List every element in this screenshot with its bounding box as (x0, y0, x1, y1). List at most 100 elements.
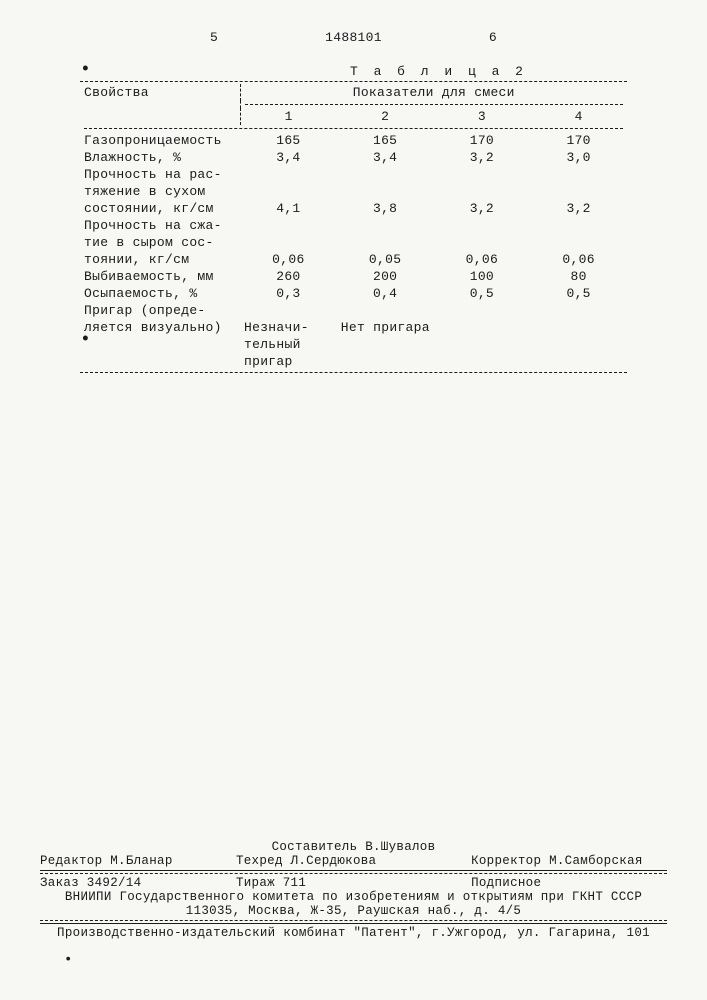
rule (40, 920, 667, 921)
val-cell: 80 (530, 268, 627, 285)
table-row: тельный (80, 336, 627, 353)
val-cell (530, 302, 627, 319)
prod-line: Производственно-издательский комбинат "П… (40, 926, 667, 940)
table-row: тяжение в сухом (80, 183, 627, 200)
val-cell: 0,05 (337, 251, 434, 268)
tech: Техред Л.Сердюкова (236, 854, 471, 868)
val-cell (337, 166, 434, 183)
table-row: Пригар (опреде- (80, 302, 627, 319)
val-cell: Нет пригара (337, 319, 627, 336)
val-cell: 3,2 (434, 149, 531, 166)
val-cell (240, 234, 337, 251)
val-cell: 3,0 (530, 149, 627, 166)
table-header-row: Свойства Показатели для смеси (80, 84, 627, 101)
val-cell: 200 (337, 268, 434, 285)
prop-cell: Прочность на рас- (80, 166, 240, 183)
org-line: ВНИИПИ Государственного комитета по изоб… (40, 890, 667, 904)
composer: Составитель В.Шувалов (40, 840, 667, 854)
col-3: 3 (434, 108, 531, 125)
val-cell (530, 183, 627, 200)
table-row: ляется визуально) Незначи- Нет пригара (80, 319, 627, 336)
table-row: Влажность, %3,43,43,23,0 (80, 149, 627, 166)
col-4: 4 (530, 108, 627, 125)
prop-cell: Газопроницаемость (80, 132, 240, 149)
val-cell (434, 302, 531, 319)
val-cell (434, 183, 531, 200)
imprint-block: Составитель В.Шувалов Редактор М.Бланар … (40, 840, 667, 940)
val-cell: 3,4 (240, 149, 337, 166)
table-row: тоянии, кг/см0,060,050,060,06 (80, 251, 627, 268)
val-cell (434, 234, 531, 251)
val-cell: 0,06 (434, 251, 531, 268)
val-cell: 165 (337, 132, 434, 149)
val-cell: 0,5 (530, 285, 627, 302)
val-cell: 260 (240, 268, 337, 285)
val-cell (240, 217, 337, 234)
corrector: Корректор М.Самборская (471, 854, 667, 868)
col-2: 2 (337, 108, 434, 125)
table-row: Прочность на рас- (80, 166, 627, 183)
table-caption: Т а б л и ц а 2 (60, 64, 527, 79)
order: Заказ 3492/14 (40, 876, 236, 890)
table-row: Газопроницаемость165165170170 (80, 132, 627, 149)
dot-mark: • (64, 952, 73, 968)
prop-cell: ляется визуально) (80, 319, 240, 336)
table-rule (80, 125, 627, 132)
prop-cell: состоянии, кг/см (80, 200, 240, 217)
rule (40, 873, 667, 874)
val-cell: Незначи- (240, 319, 337, 336)
val-cell: 3,8 (337, 200, 434, 217)
val-cell (240, 302, 337, 319)
col-1: 1 (240, 108, 337, 125)
val-cell (530, 217, 627, 234)
prop-cell: тоянии, кг/см (80, 251, 240, 268)
col-num-right: 6 (489, 30, 497, 45)
page-root: • • 5 1488101 6 Т а б л и ц а 2 Свойства… (0, 0, 707, 1000)
podpis: Подписное (471, 876, 667, 890)
prop-cell: Влажность, % (80, 149, 240, 166)
val-cell (337, 234, 434, 251)
val-cell: пригар (240, 353, 337, 370)
val-cell: 3,2 (434, 200, 531, 217)
dot-mark: • (80, 330, 91, 350)
table-row: Осыпаемость, %0,30,40,50,5 (80, 285, 627, 302)
prop-cell: тие в сыром сос- (80, 234, 240, 251)
data-table: Свойства Показатели для смеси 1 2 3 4 Га… (80, 84, 627, 370)
val-cell: 170 (530, 132, 627, 149)
val-cell (530, 234, 627, 251)
val-cell: 3,2 (530, 200, 627, 217)
doc-number: 1488101 (60, 30, 647, 45)
val-cell (337, 302, 434, 319)
rule (80, 81, 627, 82)
val-cell: тельный (240, 336, 337, 353)
table-row: Выбиваемость, мм26020010080 (80, 268, 627, 285)
tirazh: Тираж 711 (236, 876, 471, 890)
val-cell (240, 183, 337, 200)
val-cell: 0,5 (434, 285, 531, 302)
val-cell (337, 183, 434, 200)
editor: Редактор М.Бланар (40, 854, 236, 868)
rule (80, 372, 627, 373)
val-cell: 4,1 (240, 200, 337, 217)
val-cell: 170 (434, 132, 531, 149)
rule (40, 870, 667, 871)
table-row: Прочность на сжа- (80, 217, 627, 234)
val-cell (240, 166, 337, 183)
prop-cell: Осыпаемость, % (80, 285, 240, 302)
val-cell (337, 217, 434, 234)
val-cell (434, 217, 531, 234)
prop-cell: Прочность на сжа- (80, 217, 240, 234)
prop-cell: тяжение в сухом (80, 183, 240, 200)
table-row: тие в сыром сос- (80, 234, 627, 251)
table-row: пригар (80, 353, 627, 370)
val-cell: 100 (434, 268, 531, 285)
prop-cell: Выбиваемость, мм (80, 268, 240, 285)
page-header: 5 1488101 6 (60, 30, 647, 50)
header-indicators: Показатели для смеси (240, 84, 627, 101)
val-cell (530, 166, 627, 183)
dot-mark: • (80, 60, 91, 80)
val-cell: 3,4 (337, 149, 434, 166)
val-cell: 0,4 (337, 285, 434, 302)
rule (40, 923, 667, 924)
val-cell: 165 (240, 132, 337, 149)
